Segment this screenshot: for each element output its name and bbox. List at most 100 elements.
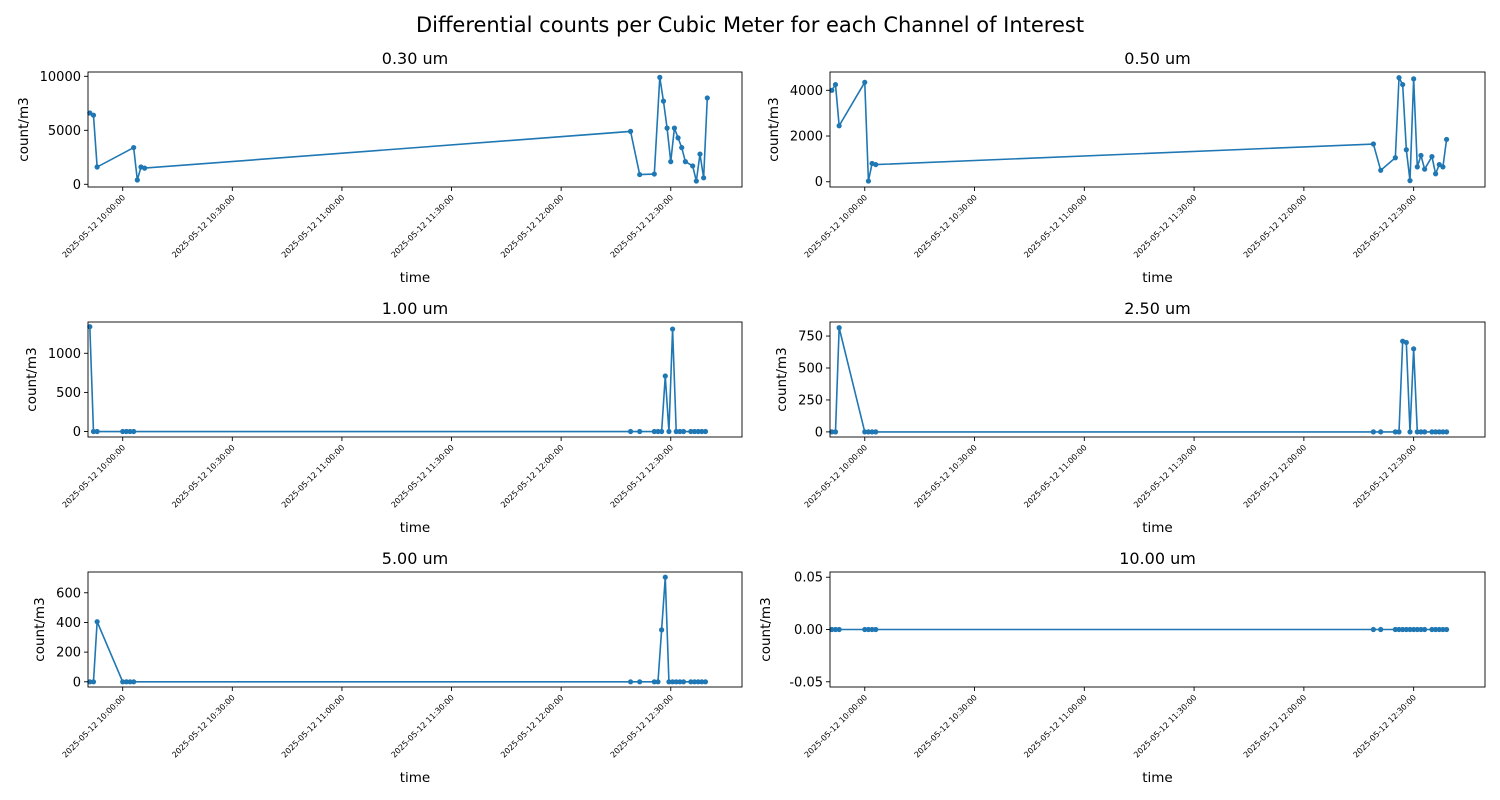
data-point <box>1403 626 1409 633</box>
data-point <box>627 679 634 685</box>
y-tick-label: 4000 <box>790 84 823 99</box>
data-point <box>1414 164 1420 170</box>
x-tick-label: 2025-05-12 10:30:00 <box>170 443 236 509</box>
y-axis-label: count/m3 <box>766 97 782 161</box>
data-point <box>1411 626 1417 633</box>
data-point <box>657 74 663 80</box>
x-tick-label: 2025-05-12 10:00:00 <box>61 443 127 509</box>
data-point <box>87 324 93 330</box>
x-tick-label: 2025-05-12 10:30:00 <box>913 193 979 259</box>
subplot-title: 0.50 um <box>1124 49 1190 68</box>
data-point <box>90 112 97 118</box>
y-tick-label: 0 <box>73 178 81 193</box>
data-point <box>655 428 661 435</box>
data-point <box>1403 339 1409 346</box>
x-axis-label: time <box>400 520 431 536</box>
y-tick-label: 0 <box>815 175 823 190</box>
x-tick-label: 2025-05-12 10:30:00 <box>913 443 979 509</box>
y-tick-label: 250 <box>798 393 823 408</box>
y-axis-label: count/m3 <box>774 347 790 411</box>
x-tick-label: 2025-05-12 10:00:00 <box>61 193 127 259</box>
data-point <box>1411 76 1417 82</box>
data-point <box>869 429 875 435</box>
data-point <box>1370 626 1376 633</box>
subplot-3: 1.00 um 0 500 1000 2025-05-12 10:00:00 2025-0… <box>24 299 743 536</box>
x-tick-label: 2025-05-12 11:00:00 <box>280 443 346 509</box>
x-tick-label: 2025-05-12 11:30:00 <box>390 193 456 259</box>
subplot-4: 2.50 um 0 250 500 750 2025-05-12 10:00:00 2025… <box>774 299 1486 536</box>
subplot-title: 5.00 um <box>382 549 448 568</box>
data-point <box>704 95 710 101</box>
data-point <box>1378 167 1384 173</box>
x-tick-label: 2025-05-12 12:30:00 <box>609 193 675 259</box>
x-tick-label: 2025-05-12 11:00:00 <box>1022 193 1088 259</box>
data-point <box>865 626 872 633</box>
subplot-6: 10.00 um -0.05 0.00 0.05 2025-05-12 10:00:00… <box>758 549 1486 786</box>
data-point <box>90 679 97 685</box>
data-point <box>90 428 97 435</box>
data-point <box>627 428 634 435</box>
figure-suptitle: Differential counts per Cubic Meter for … <box>416 13 1084 37</box>
data-point <box>662 373 668 379</box>
data-point <box>651 171 657 177</box>
data-point <box>668 159 674 165</box>
data-point <box>675 135 681 141</box>
subplot-title: 1.00 um <box>382 299 448 318</box>
data-point <box>637 428 643 435</box>
data-point <box>673 428 679 435</box>
y-tick-label: 2000 <box>790 130 823 145</box>
y-tick-label: 400 <box>56 616 81 631</box>
y-tick-label: 0.00 <box>794 623 823 638</box>
data-point <box>1422 429 1428 435</box>
x-tick-label: 2025-05-12 11:00:00 <box>1022 443 1088 509</box>
data-point <box>865 429 872 435</box>
data-point <box>836 123 842 129</box>
x-axis-label: time <box>1142 520 1173 536</box>
data-point <box>862 626 868 633</box>
x-tick-label: 2025-05-12 10:00:00 <box>803 443 869 509</box>
data-point <box>679 144 685 151</box>
y-tick-label: 500 <box>56 386 81 401</box>
data-point <box>94 619 100 625</box>
x-tick-label: 2025-05-12 12:00:00 <box>1242 693 1308 759</box>
y-tick-label: 0 <box>815 425 823 440</box>
data-point <box>1418 626 1424 633</box>
x-tick-label: 2025-05-12 11:00:00 <box>280 193 346 259</box>
x-tick-label: 2025-05-12 10:00:00 <box>803 193 869 259</box>
y-axis-label: count/m3 <box>24 347 40 411</box>
data-point <box>869 626 875 633</box>
x-axis-label: time <box>400 270 431 286</box>
data-point <box>666 679 672 685</box>
data-point <box>1436 429 1442 435</box>
x-tick-label: 2025-05-12 11:00:00 <box>280 693 346 759</box>
data-point <box>695 679 701 685</box>
data-point <box>677 428 683 435</box>
data-point <box>1440 164 1446 170</box>
x-tick-label: 2025-05-12 12:00:00 <box>499 193 565 259</box>
data-point <box>123 679 129 685</box>
x-tick-label: 2025-05-12 10:00:00 <box>61 693 127 759</box>
axes-frame <box>829 321 1486 438</box>
x-tick-label: 2025-05-12 11:30:00 <box>1132 193 1198 259</box>
y-tick-label: 0.05 <box>794 571 823 586</box>
data-point <box>1418 429 1424 435</box>
data-point <box>693 178 699 184</box>
data-point <box>688 428 694 435</box>
axes-frame <box>87 571 743 688</box>
y-tick-label: 10000 <box>40 70 81 85</box>
data-point <box>671 125 678 131</box>
data-point <box>1429 626 1435 633</box>
data-point <box>1433 171 1439 177</box>
data-point <box>1370 141 1376 147</box>
data-point <box>637 171 643 178</box>
data-point <box>94 164 100 170</box>
x-tick-label: 2025-05-12 11:00:00 <box>1022 693 1088 759</box>
data-point <box>1396 75 1402 81</box>
x-tick-label: 2025-05-12 10:30:00 <box>913 693 979 759</box>
y-tick-label: 750 <box>798 330 823 345</box>
subplot-title: 2.50 um <box>1124 299 1190 318</box>
data-point <box>1396 626 1402 633</box>
data-point <box>655 679 661 685</box>
data-point <box>1443 429 1450 435</box>
